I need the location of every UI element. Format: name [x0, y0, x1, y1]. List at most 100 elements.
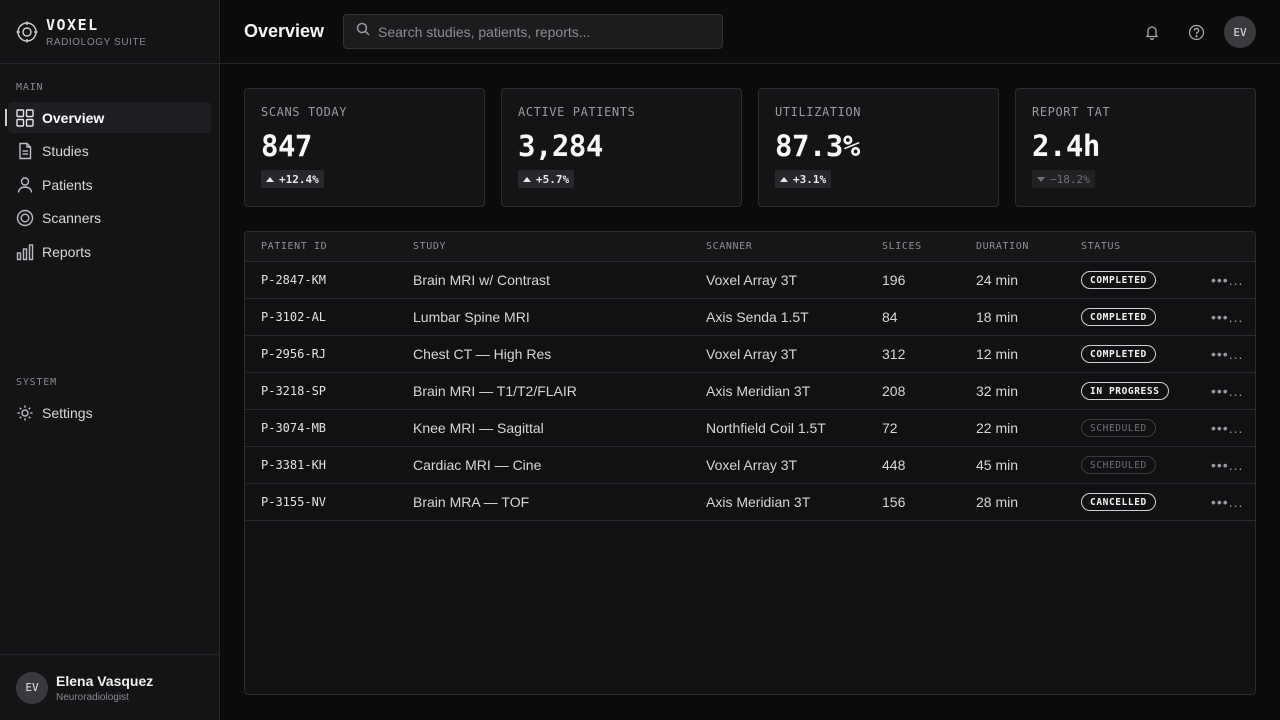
sidebar-item-patients[interactable]: Patients: [8, 169, 211, 200]
table-row[interactable]: P-3381-KH Cardiac MRI — Cine Voxel Array 3…: [245, 447, 1255, 484]
scanner-cell: Northfield Coil 1.5T: [706, 420, 826, 436]
sidebar-item-studies[interactable]: Studies: [8, 136, 211, 167]
bell-icon[interactable]: [1136, 16, 1168, 48]
scanner-cell: Voxel Array 3T: [706, 272, 798, 288]
user-name: Elena Vasquez: [56, 672, 154, 689]
duration-cell: 28 min: [976, 494, 1019, 510]
column-header-status[interactable]: STATUS: [1081, 241, 1121, 252]
patient-id-cell: P-3155-NV: [261, 495, 327, 509]
document-icon: [16, 142, 34, 160]
nav-section-main-label: MAIN: [16, 82, 44, 93]
main-nav: Overview Studies Patients: [5, 102, 211, 270]
patient-id-cell: P-2956-RJ: [261, 347, 327, 361]
more-actions-icon[interactable]: •••...: [1211, 309, 1244, 325]
table-row[interactable]: P-3074-MB Knee MRI — Sagittal Northfield C…: [245, 410, 1255, 447]
sidebar-item-reports[interactable]: Reports: [8, 236, 211, 267]
stat-value: 87.3%: [775, 129, 860, 163]
slices-cell: 156: [882, 494, 906, 510]
sidebar-item-label: Settings: [42, 404, 93, 421]
status-badge: CANCELLED: [1081, 493, 1156, 511]
help-icon[interactable]: [1180, 16, 1212, 48]
stat-delta: +12.4%: [261, 170, 324, 188]
patient-id-cell: P-3381-KH: [261, 458, 327, 472]
more-actions-icon[interactable]: •••...: [1211, 420, 1244, 436]
status-cell: COMPLETED: [1081, 262, 1156, 298]
stat-card-active-patients: ACTIVE PATIENTS 3,284 +5.7%: [501, 88, 742, 207]
sidebar-item-label: Studies: [42, 143, 89, 159]
sidebar-item-scanners[interactable]: Scanners: [8, 203, 211, 234]
patient-id-cell: P-3218-SP: [261, 384, 327, 398]
slices-cell: 196: [882, 272, 906, 288]
gear-icon: [16, 404, 34, 422]
stat-delta: −18.2%: [1032, 170, 1095, 188]
status-cell: CANCELLED: [1081, 484, 1156, 520]
more-actions-icon[interactable]: •••...: [1211, 494, 1244, 510]
slices-cell: 72: [882, 420, 898, 436]
slices-cell: 312: [882, 346, 906, 362]
trend-down-icon: [1037, 176, 1045, 182]
sidebar: VOXEL RADIOLOGY SUITE MAIN Overview Stud…: [0, 0, 220, 720]
header-avatar[interactable]: EV: [1224, 16, 1256, 48]
patient-id-cell: P-3102-AL: [261, 310, 327, 324]
status-badge: SCHEDULED: [1081, 456, 1156, 474]
stat-delta: +5.7%: [518, 170, 575, 188]
current-user[interactable]: EV Elena Vasquez Neuroradiologist: [0, 654, 219, 720]
scanner-cell: Axis Meridian 3T: [706, 383, 811, 399]
table-row[interactable]: P-2956-RJ Chest CT — High Res Voxel Array …: [245, 336, 1255, 373]
stat-card-utilization: UTILIZATION 87.3% +3.1%: [758, 88, 999, 207]
more-actions-icon[interactable]: •••...: [1211, 383, 1244, 399]
stat-delta-value: +5.7%: [536, 172, 570, 186]
search-box[interactable]: [343, 14, 723, 49]
sidebar-item-overview[interactable]: Overview: [5, 102, 211, 133]
brand[interactable]: VOXEL RADIOLOGY SUITE: [0, 0, 219, 64]
trend-up-icon: [266, 176, 274, 182]
nav-section-system-label: SYSTEM: [16, 377, 57, 388]
table-row[interactable]: P-2847-KM Brain MRI w/ Contrast Voxel Arra…: [245, 262, 1255, 299]
scanner-cell: Voxel Array 3T: [706, 346, 798, 362]
column-header-study[interactable]: STUDY: [413, 241, 447, 252]
stat-delta-value: +3.1%: [793, 172, 827, 186]
duration-cell: 45 min: [976, 457, 1019, 473]
study-cell: Brain MRI w/ Contrast: [413, 272, 550, 288]
sidebar-item-settings[interactable]: Settings: [8, 397, 211, 428]
sidebar-item-label: Patients: [42, 176, 93, 193]
trend-up-icon: [780, 176, 788, 182]
table-body: P-2847-KM Brain MRI w/ Contrast Voxel Arra…: [245, 262, 1255, 521]
status-badge: SCHEDULED: [1081, 419, 1156, 437]
sidebar-item-label: Overview: [42, 109, 105, 126]
status-cell: SCHEDULED: [1081, 410, 1156, 446]
stat-label: REPORT TAT: [1032, 105, 1111, 119]
stat-value: 2.4h: [1032, 129, 1100, 163]
brand-subtitle: RADIOLOGY SUITE: [46, 36, 147, 48]
status-cell: IN PROGRESS: [1081, 373, 1169, 409]
scanner-icon: [16, 209, 34, 227]
more-actions-icon[interactable]: •••...: [1211, 272, 1244, 288]
target-logo-icon: [16, 21, 38, 43]
top-header: Overview EV: [220, 0, 1280, 64]
duration-cell: 32 min: [976, 383, 1019, 399]
status-cell: SCHEDULED: [1081, 447, 1156, 483]
stat-delta-value: −18.2%: [1050, 172, 1090, 186]
more-actions-icon[interactable]: •••...: [1211, 346, 1244, 362]
status-badge: IN PROGRESS: [1081, 382, 1169, 400]
column-header-duration[interactable]: DURATION: [976, 241, 1029, 252]
trend-up-icon: [523, 176, 531, 182]
status-cell: COMPLETED: [1081, 336, 1156, 372]
stat-card-report-tat: REPORT TAT 2.4h −18.2%: [1015, 88, 1256, 207]
table-row[interactable]: P-3218-SP Brain MRI — T1/T2/FLAIR Axis Mer…: [245, 373, 1255, 410]
table-row[interactable]: P-3155-NV Brain MRA — TOF Axis Meridian 3T…: [245, 484, 1255, 521]
stat-label: ACTIVE PATIENTS: [518, 105, 636, 119]
duration-cell: 12 min: [976, 346, 1019, 362]
search-input[interactable]: [378, 23, 708, 40]
status-badge: COMPLETED: [1081, 308, 1156, 326]
table-row[interactable]: P-3102-AL Lumbar Spine MRI Axis Senda 1.5T…: [245, 299, 1255, 336]
stat-label: UTILIZATION: [775, 105, 862, 119]
column-header-scanner[interactable]: SCANNER: [706, 241, 753, 252]
status-cell: COMPLETED: [1081, 299, 1156, 335]
more-actions-icon[interactable]: •••...: [1211, 457, 1244, 473]
study-cell: Knee MRI — Sagittal: [413, 420, 544, 436]
column-header-patient-id[interactable]: PATIENT ID: [261, 241, 328, 252]
column-header-slices[interactable]: SLICES: [882, 241, 922, 252]
status-badge: COMPLETED: [1081, 345, 1156, 363]
slices-cell: 448: [882, 457, 906, 473]
